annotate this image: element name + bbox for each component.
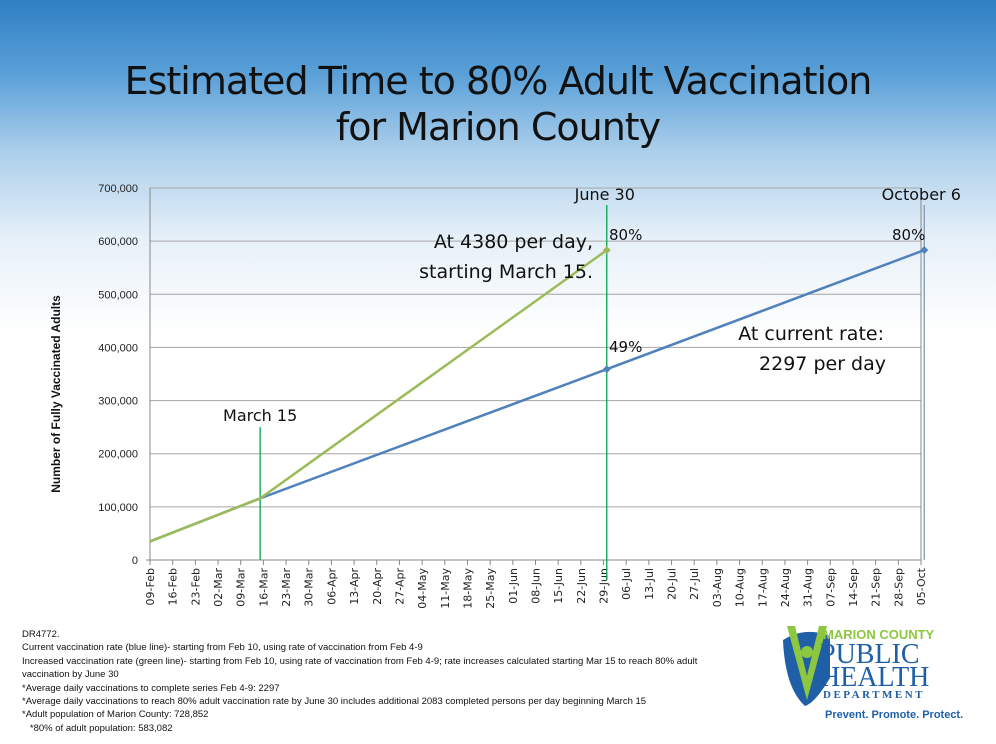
vline-label: June 30 bbox=[574, 185, 635, 204]
x-tick-label: 18-May bbox=[461, 568, 474, 609]
x-tick-label: 10-Aug bbox=[734, 568, 747, 607]
svg-text:DEPARTMENT: DEPARTMENT bbox=[823, 689, 925, 701]
x-tick-label: 09-Mar bbox=[235, 568, 248, 607]
footnote-line: DR4772. bbox=[22, 629, 60, 640]
x-tick-label: 21-Sep bbox=[870, 568, 883, 607]
x-tick-label: 28-Sep bbox=[892, 568, 905, 607]
x-tick-label: 06-Jul bbox=[620, 568, 633, 600]
x-tick-label: 23-Mar bbox=[280, 568, 293, 607]
annotation-blue-80pct: 80% bbox=[892, 226, 925, 244]
x-tick-label: 17-Aug bbox=[756, 568, 769, 607]
footnotes: DR4772. Current vaccination rate (blue li… bbox=[22, 628, 697, 735]
series-marker bbox=[602, 246, 611, 255]
y-tick-label: 400,000 bbox=[98, 342, 138, 354]
footnote-line: vaccination by June 30 bbox=[22, 669, 119, 681]
footnote-line: *80% of adult population: 583,082 bbox=[22, 722, 173, 734]
x-tick-label: 16-Feb bbox=[167, 568, 180, 605]
x-tick-label: 15-Jun bbox=[552, 568, 565, 604]
slide-title: Estimated Time to 80% Adult Vaccination … bbox=[0, 58, 996, 150]
x-tick-label: 05-Oct bbox=[915, 567, 928, 605]
footnote-line: Current vaccination rate (blue line)- st… bbox=[22, 642, 423, 654]
y-tick-label: 0 bbox=[132, 555, 138, 567]
svg-text:Prevent. Promote. Protect.: Prevent. Promote. Protect. bbox=[825, 709, 963, 721]
vaccination-chart: 0 100,000 200,000 300,000 400,000 500,000 600,… bbox=[49, 183, 961, 609]
y-tick-label: 600,000 bbox=[98, 236, 138, 248]
x-tick-label: 29-Jun bbox=[598, 568, 611, 604]
svg-text:HEALTH: HEALTH bbox=[820, 662, 929, 693]
x-tick-label: 04-May bbox=[416, 568, 429, 609]
vline-label: October 6 bbox=[882, 185, 961, 204]
vline-label: March 15 bbox=[223, 406, 297, 425]
annotation-green-rate: At 4380 per day, bbox=[434, 231, 593, 253]
annotation-blue-49pct: 49% bbox=[609, 338, 642, 356]
series-marker bbox=[920, 246, 929, 255]
x-tick-label: 06-Apr bbox=[325, 568, 338, 605]
annotation-blue-per-day: 2297 per day bbox=[759, 353, 886, 375]
x-tick-label: 27-Jul bbox=[688, 568, 701, 600]
footnote-line: *Adult population of Marion County: 728,… bbox=[22, 709, 209, 721]
x-tick-label: 02-Mar bbox=[212, 568, 225, 607]
x-tick-label: 27-Apr bbox=[393, 568, 406, 605]
x-tick-label: 01-Jun bbox=[507, 568, 520, 604]
y-tick-label: 500,000 bbox=[98, 289, 138, 301]
annotation-green-start: starting March 15. bbox=[419, 261, 593, 283]
title-line-1: Estimated Time to 80% Adult Vaccination bbox=[124, 59, 873, 103]
series-marker bbox=[602, 365, 611, 374]
svg-text:PUBLIC: PUBLIC bbox=[820, 639, 920, 670]
x-tick-label: 30-Mar bbox=[303, 568, 316, 607]
x-tick-label: 09-Feb bbox=[144, 568, 157, 605]
series-line-1 bbox=[149, 249, 608, 543]
x-tick-label: 24-Aug bbox=[779, 568, 792, 607]
footnote-line: *Average daily vaccinations to reach 80%… bbox=[22, 696, 647, 708]
y-tick-label: 300,000 bbox=[98, 396, 138, 408]
title-line-2: for Marion County bbox=[335, 105, 661, 149]
x-tick-label: 13-Apr bbox=[348, 568, 361, 605]
x-tick-label: 11-May bbox=[439, 568, 452, 609]
x-tick-label: 03-Aug bbox=[711, 568, 724, 607]
annotation-blue-rate: At current rate: bbox=[738, 323, 884, 345]
footnote-line: *Average daily vaccinations to complete … bbox=[22, 682, 280, 694]
annotation-green-80pct: 80% bbox=[609, 226, 642, 244]
y-tick-label: 700,000 bbox=[98, 183, 138, 195]
y-tick-label: 200,000 bbox=[98, 449, 138, 461]
x-tick-label: 07-Sep bbox=[824, 568, 837, 607]
x-tick-label: 13-Jul bbox=[643, 568, 656, 600]
marion-county-public-health-logo: MARION COUNTY PUBLIC HEALTH DEPARTMENT P… bbox=[783, 626, 963, 721]
y-axis-label: Number of Fully Vaccinated Adults bbox=[49, 295, 63, 493]
x-tick-label: 20-Apr bbox=[371, 568, 384, 605]
x-tick-label: 22-Jun bbox=[575, 568, 588, 604]
footnote-line: Increased vaccination rate (green line)-… bbox=[22, 655, 698, 667]
x-tick-label: 14-Sep bbox=[847, 568, 860, 607]
x-tick-label: 31-Aug bbox=[802, 568, 815, 607]
logo-text: MARION COUNTY bbox=[823, 627, 935, 642]
y-tick-label: 100,000 bbox=[98, 502, 138, 514]
x-tick-label: 08-Jun bbox=[530, 568, 543, 604]
x-tick-label: 16-Mar bbox=[257, 568, 270, 607]
x-tick-label: 20-Jul bbox=[666, 568, 679, 600]
x-tick-label: 25-May bbox=[484, 568, 497, 609]
x-tick-label: 23-Feb bbox=[189, 568, 202, 605]
